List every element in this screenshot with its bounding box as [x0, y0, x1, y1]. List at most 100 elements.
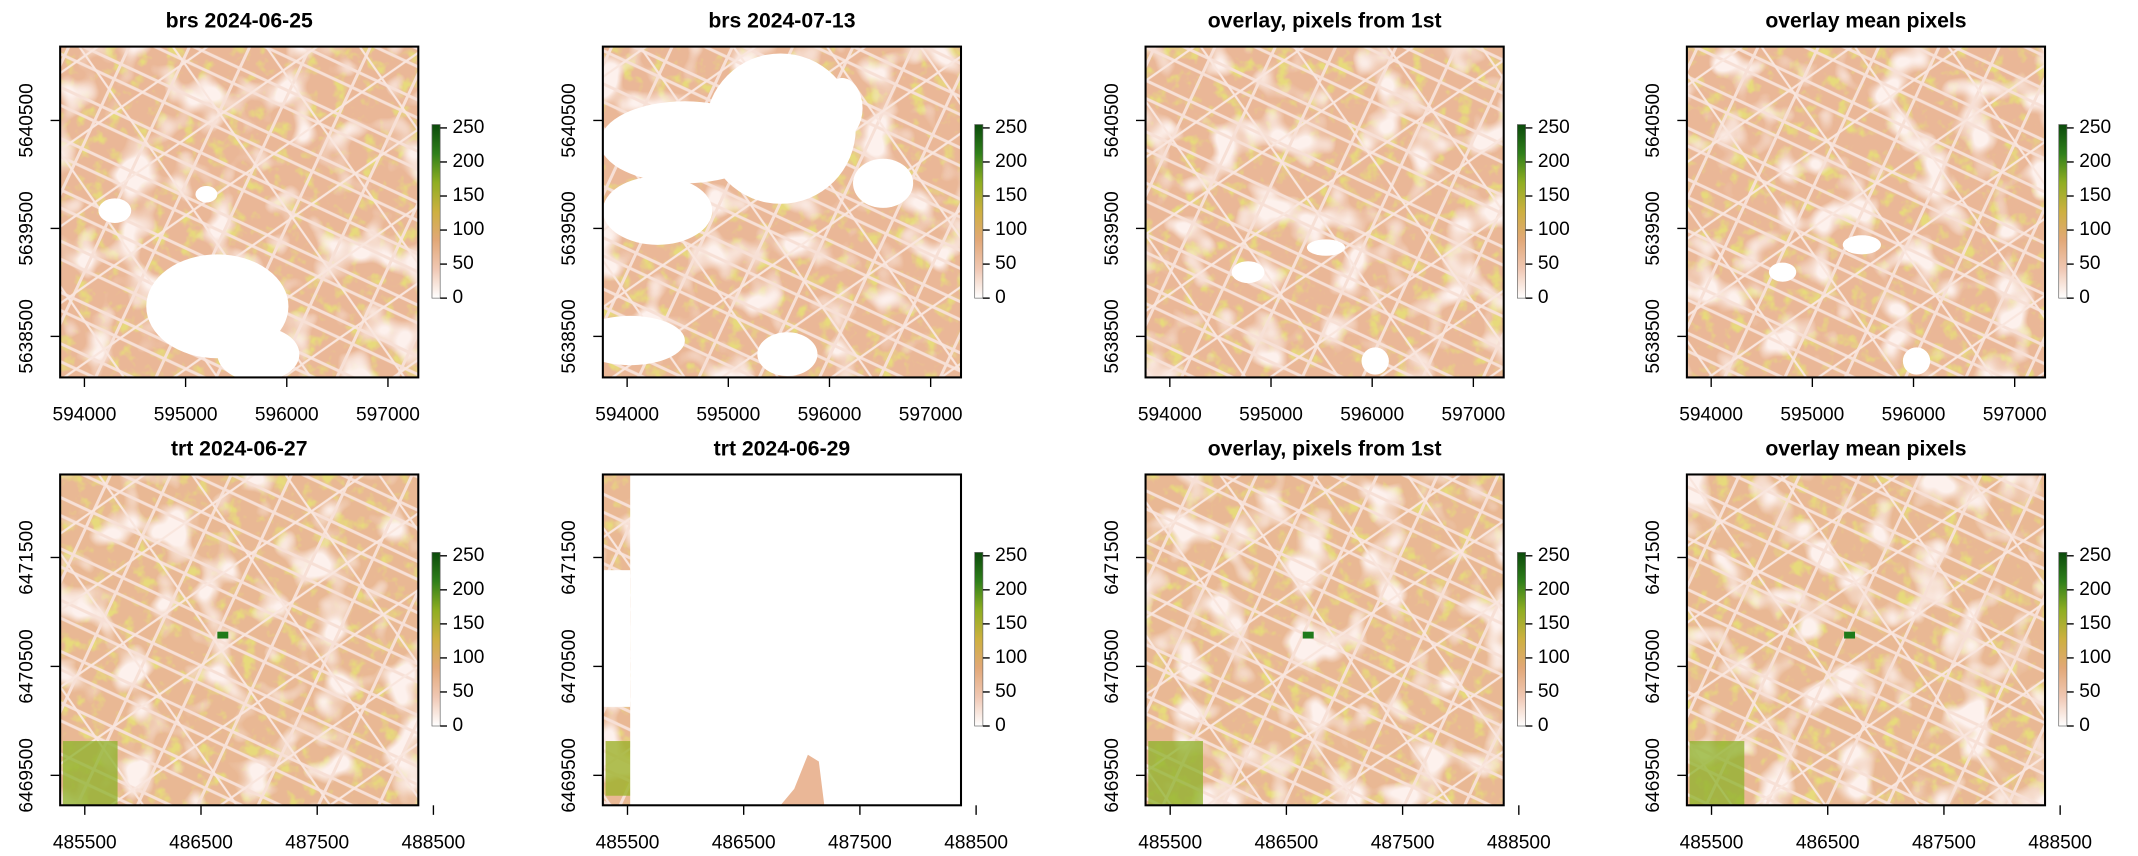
y-tick-label: 6470500	[1643, 629, 1664, 703]
colorbar-label: 0	[2079, 715, 2090, 736]
colorbar-label: 0	[995, 715, 1006, 736]
raster-panel: overlay, pixels from 1st4855004865004875…	[1102, 437, 1570, 853]
x-tick-label: 486500	[1796, 833, 1860, 854]
panel-title: brs 2024-07-13	[708, 10, 855, 33]
y-tick-label: 5638500	[559, 299, 580, 373]
colorbar-label: 150	[995, 185, 1027, 206]
y-tick-label: 5639500	[1643, 191, 1664, 265]
colorbar-label: 50	[2079, 681, 2100, 702]
colorbar-label: 0	[1538, 715, 1549, 736]
colorbar-label: 100	[2079, 647, 2111, 668]
x-tick-label: 488500	[944, 833, 1008, 854]
colorbar-label: 100	[1538, 219, 1570, 240]
y-tick-label: 6471500	[1102, 520, 1123, 594]
panel-title: trt 2024-06-29	[714, 437, 851, 460]
y-tick-label: 6469500	[1102, 738, 1123, 812]
x-tick-label: 596000	[255, 405, 319, 426]
colorbar-label: 0	[452, 715, 463, 736]
y-tick-label: 5639500	[559, 191, 580, 265]
colorbar-label: 150	[2079, 185, 2111, 206]
raster-image	[1146, 47, 1504, 378]
colorbar-label: 200	[2079, 579, 2111, 600]
panel-title: overlay, pixels from 1st	[1208, 10, 1442, 33]
x-tick-label: 597000	[1441, 405, 1505, 426]
y-tick-label: 5640500	[16, 83, 37, 157]
raster-image	[1687, 47, 2045, 378]
x-tick-label: 594000	[1679, 405, 1743, 426]
colorbar-label: 200	[995, 579, 1027, 600]
colorbar-label: 200	[452, 579, 484, 600]
x-tick-label: 596000	[1340, 405, 1404, 426]
colorbar-label: 150	[452, 613, 484, 634]
x-tick-label: 486500	[169, 833, 233, 854]
colorbar-label: 200	[452, 151, 484, 172]
colorbar	[432, 125, 440, 299]
raster-image	[603, 474, 961, 805]
colorbar-label: 200	[1538, 151, 1570, 172]
y-tick-label: 6469500	[16, 738, 37, 812]
x-tick-label: 597000	[1983, 405, 2047, 426]
y-tick-label: 6469500	[559, 738, 580, 812]
colorbar-label: 0	[2079, 287, 2090, 308]
y-tick-label: 5640500	[1643, 83, 1664, 157]
x-tick-label: 485500	[1138, 833, 1202, 854]
colorbar-label: 250	[1538, 545, 1570, 566]
y-tick-label: 6470500	[16, 629, 37, 703]
x-tick-label: 488500	[2028, 833, 2092, 854]
colorbar	[2059, 125, 2067, 299]
colorbar	[1517, 125, 1525, 299]
x-tick-label: 485500	[1680, 833, 1744, 854]
colorbar-label: 250	[995, 117, 1027, 138]
colorbar-label: 250	[1538, 117, 1570, 138]
colorbar-label: 100	[2079, 219, 2111, 240]
panel-title: trt 2024-06-27	[171, 437, 308, 460]
y-tick-label: 6469500	[1643, 738, 1664, 812]
colorbar-label: 100	[1538, 647, 1570, 668]
x-tick-label: 595000	[1239, 405, 1303, 426]
y-tick-label: 5640500	[1102, 83, 1123, 157]
colorbar-label: 50	[452, 253, 473, 274]
raster-image	[60, 474, 418, 805]
x-tick-label: 487500	[285, 833, 349, 854]
colorbar	[975, 125, 983, 299]
x-tick-label: 596000	[798, 405, 862, 426]
y-tick-label: 6470500	[1102, 629, 1123, 703]
colorbar-label: 100	[995, 647, 1027, 668]
colorbar-label: 150	[1538, 613, 1570, 634]
x-tick-label: 487500	[1912, 833, 1976, 854]
colorbar-label: 200	[995, 151, 1027, 172]
x-tick-label: 594000	[595, 405, 659, 426]
colorbar-label: 0	[452, 287, 463, 308]
y-tick-label: 5638500	[16, 299, 37, 373]
panel-title: overlay mean pixels	[1765, 10, 1966, 33]
colorbar-label: 200	[2079, 151, 2111, 172]
colorbar	[975, 552, 983, 726]
colorbar	[1517, 552, 1525, 726]
colorbar-label: 50	[995, 681, 1016, 702]
colorbar-label: 50	[1538, 253, 1559, 274]
x-tick-label: 485500	[596, 833, 660, 854]
colorbar-label: 250	[2079, 545, 2111, 566]
x-tick-label: 597000	[356, 405, 420, 426]
x-tick-label: 488500	[401, 833, 465, 854]
colorbar-label: 50	[2079, 253, 2100, 274]
colorbar-label: 100	[452, 219, 484, 240]
y-tick-label: 6470500	[559, 629, 580, 703]
x-tick-label: 595000	[154, 405, 218, 426]
colorbar-label: 100	[452, 647, 484, 668]
y-tick-label: 6471500	[16, 520, 37, 594]
colorbar-label: 150	[995, 613, 1027, 634]
colorbar-label: 100	[995, 219, 1027, 240]
x-tick-label: 488500	[1487, 833, 1551, 854]
colorbar-label: 150	[2079, 613, 2111, 634]
x-tick-label: 595000	[696, 405, 760, 426]
panel-title: brs 2024-06-25	[166, 10, 313, 33]
x-tick-label: 595000	[1780, 405, 1844, 426]
colorbar-label: 150	[452, 185, 484, 206]
raster-image	[1146, 474, 1504, 805]
